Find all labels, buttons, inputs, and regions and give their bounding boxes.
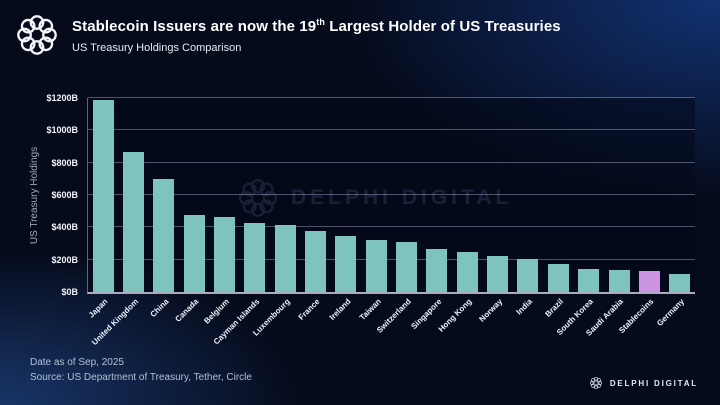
gridline-600 <box>88 194 695 195</box>
y-tick-label-5: $1000B <box>46 125 78 136</box>
bar-cell-canada: Canada <box>174 98 209 324</box>
gridline-1000 <box>88 129 695 131</box>
bar-cell-south-korea: South Korea <box>555 98 604 337</box>
bar-canada <box>183 215 205 292</box>
bar-india <box>517 258 539 292</box>
x-label-taiwan: Taiwan <box>357 297 383 323</box>
footer-brand: DELPHI DIGITAL <box>589 376 698 390</box>
bar-series: Japan United Kingdom China Canada Belgium Cay… <box>87 98 695 347</box>
x-label-ireland: Ireland <box>327 297 353 322</box>
bar-saudi-arabia <box>608 270 630 292</box>
x-label-japan: Japan <box>86 297 110 320</box>
x-label-india: India <box>514 297 535 317</box>
bar-luxembourg <box>274 224 296 292</box>
bar-taiwan <box>365 240 387 292</box>
plot-area: DELPHI DIGITAL Japan United Kingdom China C… <box>87 97 695 347</box>
page-subtitle: US Treasury Holdings Comparison <box>72 42 242 54</box>
y-tick-label-0: $0B <box>61 287 78 297</box>
bar-united-kingdom <box>123 152 145 292</box>
bar-norway <box>487 256 509 292</box>
x-label-china: China <box>148 297 171 320</box>
y-tick-label-4: $800B <box>51 157 78 168</box>
bar-hong-kong <box>456 251 478 292</box>
bar-germany <box>669 274 691 292</box>
title-superscript: th <box>316 17 325 27</box>
y-axis-ticks: $0B $200B $400B $600B $800B $1000B $1200B <box>0 93 80 297</box>
x-label-france: France <box>297 297 322 322</box>
gridline-800 <box>88 161 695 163</box>
bar-cell-hong-kong: Hong Kong <box>437 98 482 334</box>
bar-cell-stablecoins: Stablecoins <box>618 98 664 335</box>
y-tick-label-2: $400B <box>51 222 78 233</box>
delphi-logo-icon <box>14 12 60 58</box>
bar-cell-norway: Norway <box>477 98 512 324</box>
bar-cell-india: India <box>513 98 543 317</box>
title-suffix: Largest Holder of US Treasuries <box>324 18 561 35</box>
bar-japan <box>92 99 114 292</box>
bar-cell-ireland: Ireland <box>327 98 361 322</box>
y-tick-label-3: $600B <box>51 190 78 200</box>
title-prefix: Stablecoin Issuers are now the 19 <box>72 18 317 35</box>
bar-china <box>153 178 175 292</box>
x-label-norway: Norway <box>477 297 505 324</box>
bar-cell-japan: Japan <box>87 98 118 320</box>
bar-cell-switzerland: Switzerland <box>375 98 421 335</box>
gridline-200 <box>88 258 695 260</box>
bar-cell-china: China <box>148 98 179 319</box>
footer-brand-text: DELPHI DIGITAL <box>609 378 698 388</box>
y-tick-label-1: $200B <box>51 254 78 265</box>
bar-cell-belgium: Belgium <box>202 98 239 326</box>
bar-stablecoins <box>638 270 660 292</box>
bar-cell-cayman-islands: Cayman Islands <box>212 98 270 346</box>
bar-cell-taiwan: Taiwan <box>358 98 391 322</box>
x-label-brazil: Brazil <box>542 297 565 319</box>
bar-cell-united-kingdom: United Kingdom <box>90 98 148 347</box>
bar-belgium <box>214 216 236 292</box>
footer-date: Date as of Sep, 2025 <box>30 357 124 368</box>
bar-singapore <box>426 249 448 292</box>
footer-source: Source: US Department of Treasury, Tethe… <box>30 372 252 383</box>
bar-cell-singapore: Singapore <box>409 98 452 331</box>
bar-cell-brazil: Brazil <box>543 98 573 319</box>
bar-france <box>305 231 327 292</box>
x-label-germany: Germany <box>655 297 687 328</box>
bar-switzerland <box>396 241 418 292</box>
x-label-canada: Canada <box>173 297 201 324</box>
bar-cell-france: France <box>297 98 330 322</box>
bar-cell-luxembourg: Luxembourg <box>251 98 300 338</box>
bar-brazil <box>547 263 569 292</box>
bar-cell-saudi-arabia: Saudi Arabia <box>585 98 634 338</box>
bar-ireland <box>335 236 357 292</box>
x-label-belgium: Belgium <box>202 297 231 326</box>
bar-cayman-islands <box>244 223 266 292</box>
bar-cell-germany: Germany <box>655 98 695 328</box>
gridline-400 <box>88 226 695 228</box>
gridline-1200 <box>88 97 695 98</box>
footer-brand-icon <box>589 376 603 390</box>
y-tick-label-6: $1200B <box>46 93 78 103</box>
page-title: Stablecoin Issuers are now the 19th Larg… <box>72 17 561 35</box>
bar-south-korea <box>578 269 600 292</box>
